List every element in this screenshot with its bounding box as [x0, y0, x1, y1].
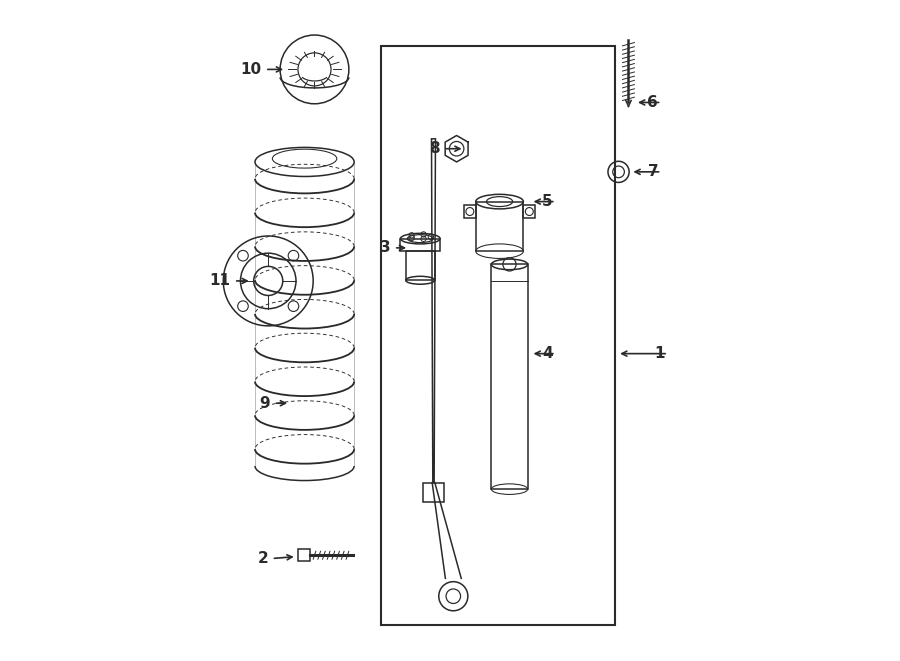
Bar: [381, 46, 616, 625]
Text: 4: 4: [542, 346, 553, 361]
Bar: [464, 205, 476, 218]
Text: 11: 11: [210, 274, 230, 288]
Text: 3: 3: [380, 241, 391, 255]
Bar: [298, 549, 310, 561]
Bar: [423, 483, 444, 502]
Text: 1: 1: [654, 346, 665, 361]
Bar: [524, 205, 536, 218]
Text: 2: 2: [257, 551, 268, 566]
Bar: [400, 239, 440, 251]
Text: 10: 10: [240, 62, 262, 77]
Text: 7: 7: [648, 165, 658, 179]
Bar: [491, 264, 527, 489]
Text: 5: 5: [542, 194, 553, 209]
Bar: [476, 202, 524, 251]
Text: 6: 6: [647, 95, 658, 110]
Text: 8: 8: [429, 141, 440, 156]
Bar: [406, 251, 435, 280]
Text: 9: 9: [259, 396, 270, 410]
